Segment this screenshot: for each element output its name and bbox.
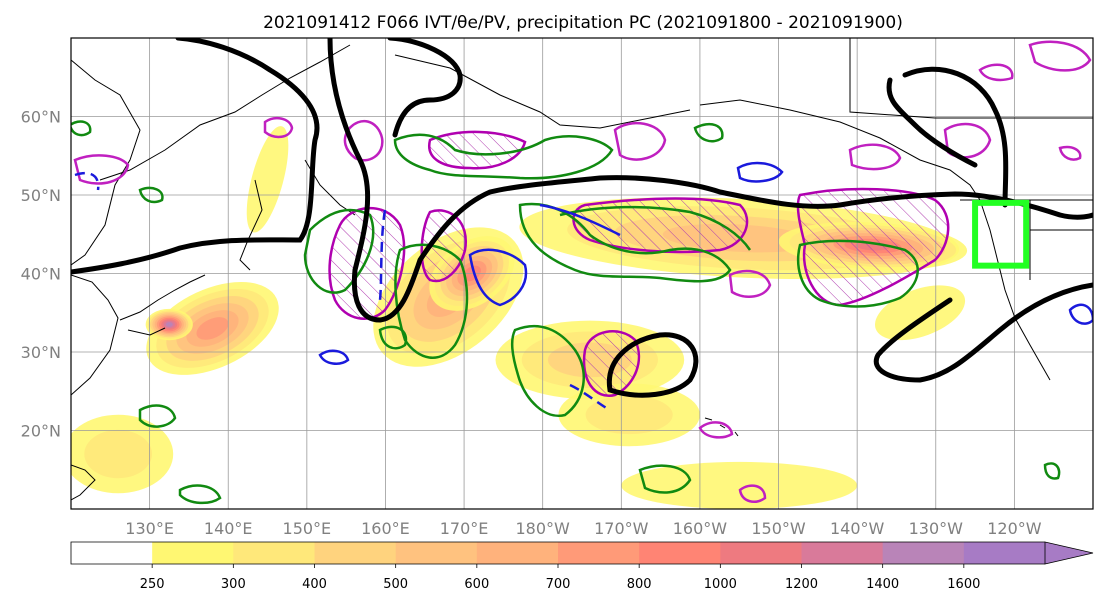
colorbar-segment <box>639 542 721 564</box>
colorbar-segment <box>152 542 234 564</box>
colorbar-tick-label: 1400 <box>866 577 899 592</box>
colorbar-tick-label: 1200 <box>785 577 818 592</box>
ivt-contour-fill <box>621 461 858 509</box>
lon-tick-label: 120°W <box>987 519 1042 538</box>
blue-contours <box>74 161 1093 412</box>
lon-tick-label: 140°W <box>830 519 885 538</box>
lat-tick-label: 40°N <box>21 265 61 284</box>
pv-hatched-regions <box>328 130 950 398</box>
lon-tick-label: 170°W <box>594 519 649 538</box>
colorbar-tick-label: 800 <box>627 577 652 592</box>
colorbar-extend-arrow <box>1044 541 1094 565</box>
longitude-labels: 130°E 140°E 150°E 160°E 170°E 180°W 170°W 160°W… <box>125 519 1041 538</box>
colorbar-segment <box>233 542 315 564</box>
colorbar-tick-label: 250 <box>140 577 165 592</box>
black-contours <box>71 38 1093 398</box>
colorbar-labels: 250 300 400 500 600 700 800 1000 1200 1400 1600 <box>140 577 981 592</box>
ivt-contour-fill <box>246 126 289 233</box>
colorbar-segment <box>720 542 802 564</box>
colorbar-tick-label: 300 <box>221 577 246 592</box>
colorbar-segment <box>882 542 965 564</box>
lat-tick-label: 50°N <box>21 186 61 205</box>
lat-tick-label: 30°N <box>21 343 61 362</box>
map-frame <box>70 37 1094 510</box>
colorbar-segment <box>801 542 884 564</box>
colorbar-tick-label: 400 <box>302 577 327 592</box>
lat-tick-label: 60°N <box>21 108 61 127</box>
lon-tick-label: 130°E <box>125 519 174 538</box>
ivt-contour-fill <box>585 395 673 435</box>
colorbar-tick-label: 1600 <box>947 577 980 592</box>
colorbar-tick-label: 600 <box>464 577 489 592</box>
lon-tick-label: 160°E <box>361 519 410 538</box>
colorbar-segment <box>963 542 1046 564</box>
lat-tick-label: 20°N <box>21 422 61 441</box>
lon-tick-label: 170°E <box>440 519 489 538</box>
lon-tick-label: 150°E <box>283 519 332 538</box>
colorbar-tick-label: 1000 <box>704 577 737 592</box>
ivt-contour-fill <box>165 322 173 327</box>
lon-tick-label: 160°W <box>673 519 728 538</box>
latitude-labels: 20°N 30°N 40°N 50°N 60°N <box>21 108 61 441</box>
ivt-contour-fill <box>196 317 229 340</box>
colorbar-segment <box>476 542 559 564</box>
colorbar <box>70 541 1094 568</box>
target-region-box <box>972 199 1030 269</box>
map-panel <box>71 38 1093 509</box>
lon-tick-label: 140°E <box>204 519 253 538</box>
colorbar-tick-label: 500 <box>383 577 408 592</box>
theta-e-contours <box>71 120 1061 505</box>
colorbar-segment <box>395 542 478 564</box>
lon-tick-label: 150°W <box>751 519 806 538</box>
lon-tick-label: 130°W <box>909 519 964 538</box>
colorbar-tick-label: 700 <box>546 577 571 592</box>
chart-title: 2021091412 F066 IVT/θe/PV, precipitation… <box>263 13 903 33</box>
colorbar-segment <box>558 542 640 564</box>
lon-tick-label: 180°W <box>516 519 571 538</box>
colorbar-segment <box>314 542 397 564</box>
ivt-contour-fill <box>84 429 153 479</box>
colorbar-segment <box>71 542 153 564</box>
